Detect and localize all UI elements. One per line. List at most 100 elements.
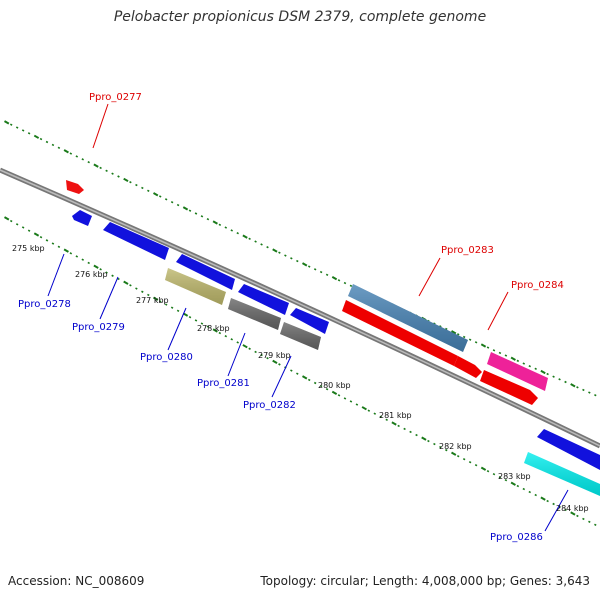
minor-tick: [367, 409, 371, 412]
major-tick: [153, 192, 159, 197]
major-tick: [3, 120, 10, 125]
minor-tick: [69, 252, 73, 255]
gene-ppro-0281a[interactable]: [238, 284, 289, 315]
minor-tick: [564, 380, 567, 384]
minor-tick: [260, 243, 263, 246]
minor-tick: [462, 457, 466, 461]
minor-tick: [21, 226, 25, 229]
minor-tick: [349, 284, 353, 287]
gene-label-reverse[interactable]: Ppro_0280: [140, 352, 193, 363]
minor-tick: [188, 209, 192, 212]
gene-ppro-0280a[interactable]: [176, 254, 235, 290]
kbp-label: 278 kbp: [197, 324, 230, 333]
minor-tick: [194, 319, 198, 322]
outer-tick-ring: [3, 120, 597, 397]
major-tick: [182, 206, 189, 211]
gene-ppro-0283c[interactable]: [454, 356, 482, 378]
gene-ppro-0278[interactable]: [72, 210, 92, 226]
kbp-labels: 275 kbp 276 kbp 277 kbp 278 kbp 279 kbp …: [12, 244, 589, 513]
minor-tick: [313, 268, 317, 271]
minor-tick: [296, 372, 299, 375]
minor-tick: [474, 341, 478, 344]
minor-tick: [224, 334, 228, 338]
major-tick: [93, 264, 99, 269]
minor-tick: [296, 259, 299, 263]
minor-tick: [57, 245, 61, 249]
minor-tick: [15, 126, 19, 129]
major-tick: [480, 466, 487, 471]
kbp-label: 282 kbp: [439, 442, 472, 451]
minor-tick: [260, 353, 263, 357]
minor-tick: [290, 257, 293, 260]
minor-tick: [290, 369, 293, 372]
minor-tick: [433, 442, 436, 446]
minor-tick: [307, 265, 311, 268]
minor-tick: [147, 189, 150, 192]
gene-ppro-0285[interactable]: [480, 370, 538, 405]
gene-labels: Ppro_0277 Ppro_0283 Ppro_0284 Ppro_0278 …: [18, 92, 564, 543]
minor-tick: [582, 388, 585, 392]
gene-ppro-0282a[interactable]: [290, 308, 329, 334]
gene-ppro-0279[interactable]: [103, 222, 169, 260]
minor-tick: [546, 372, 549, 376]
minor-tick: [576, 386, 579, 389]
gene-label-reverse[interactable]: Ppro_0278: [18, 299, 71, 310]
major-tick: [451, 451, 457, 456]
minor-tick: [27, 229, 31, 232]
minor-tick: [158, 300, 162, 303]
minor-tick: [534, 493, 537, 497]
minor-tick: [129, 181, 132, 184]
gene-label-reverse[interactable]: Ppro_0286: [490, 532, 543, 543]
minor-tick: [474, 463, 478, 467]
minor-tick: [236, 232, 239, 235]
minor-tick: [343, 281, 347, 285]
minor-tick: [325, 387, 329, 391]
minor-tick: [522, 487, 526, 491]
accession-text: Accession: NC_008609: [8, 574, 145, 588]
minor-tick: [39, 137, 43, 141]
minor-tick: [164, 303, 168, 306]
gene-label-forward[interactable]: Ppro_0283: [441, 245, 494, 256]
major-tick: [480, 343, 487, 348]
gene-label-forward[interactable]: Ppro_0277: [89, 92, 142, 103]
minor-tick: [176, 203, 180, 207]
minor-tick: [87, 261, 90, 265]
minor-tick: [403, 427, 406, 431]
gene-label-forward[interactable]: Ppro_0284: [511, 280, 564, 291]
minor-tick: [230, 338, 234, 341]
minor-tick: [534, 367, 537, 370]
major-tick: [33, 134, 40, 139]
major-tick: [451, 330, 457, 335]
minor-tick: [582, 517, 585, 521]
kbp-label: 275 kbp: [12, 244, 45, 253]
minor-tick: [504, 478, 508, 482]
gene-ppro-0283b[interactable]: [342, 300, 458, 366]
gene-ppro-0277[interactable]: [66, 180, 84, 194]
gene-label-reverse[interactable]: Ppro_0279: [72, 322, 125, 333]
minor-tick: [51, 242, 55, 245]
gene-label-reverse[interactable]: Ppro_0281: [197, 378, 250, 389]
minor-tick: [111, 274, 114, 277]
minor-tick: [218, 223, 222, 226]
topology-text: Topology: circular; Length: 4,008,000 bp…: [260, 574, 590, 588]
minor-tick: [206, 325, 210, 328]
minor-tick: [486, 469, 490, 473]
minor-tick: [492, 472, 496, 476]
minor-tick: [224, 226, 228, 229]
minor-tick: [278, 251, 281, 254]
minor-tick: [516, 359, 520, 363]
minor-tick: [266, 245, 269, 249]
minor-tick: [409, 430, 412, 434]
minor-tick: [468, 460, 472, 464]
gene-ppro-0284[interactable]: [487, 352, 548, 391]
minor-tick: [456, 333, 460, 336]
minor-tick: [200, 322, 204, 325]
gene-label-reverse[interactable]: Ppro_0282: [243, 400, 296, 411]
major-tick: [272, 359, 278, 364]
gene-ppro-0286a[interactable]: [537, 429, 600, 470]
minor-tick: [266, 356, 269, 360]
major-tick: [331, 276, 338, 281]
minor-tick: [278, 363, 281, 366]
minor-tick: [21, 129, 25, 132]
minor-tick: [9, 219, 13, 223]
